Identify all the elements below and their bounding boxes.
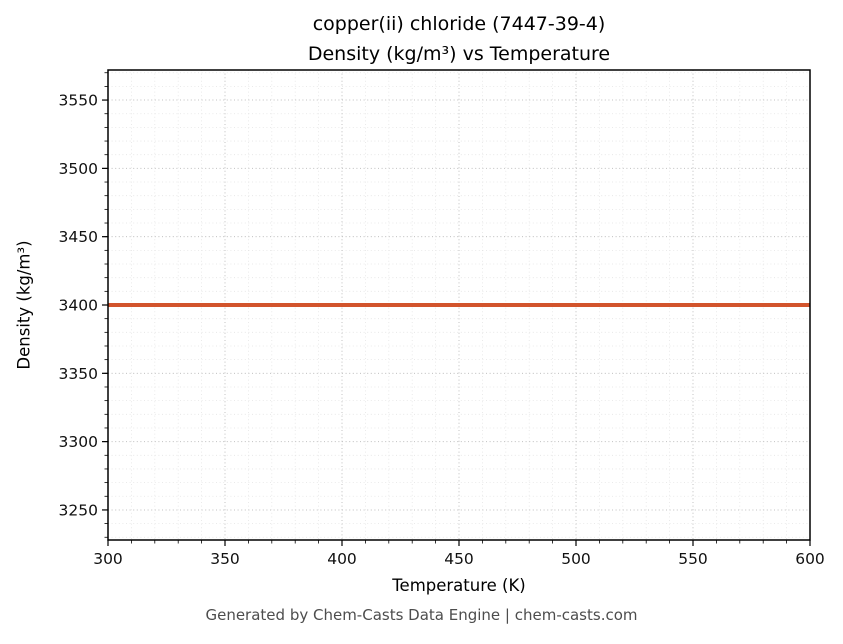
svg-text:3450: 3450	[59, 228, 98, 246]
chart-title: copper(ii) chloride (7447-39-4) Density …	[108, 9, 810, 69]
x-axis-label: Temperature (K)	[392, 576, 526, 595]
chart-title-line2: Density (kg/m³) vs Temperature	[307, 43, 611, 65]
svg-text:3250: 3250	[59, 501, 98, 519]
svg-text:550: 550	[678, 550, 708, 568]
svg-text:600: 600	[795, 550, 825, 568]
svg-text:300: 300	[93, 550, 123, 568]
svg-text:400: 400	[327, 550, 357, 568]
chart-title-line1: copper(ii) chloride (7447-39-4)	[312, 13, 606, 35]
svg-text:3350: 3350	[59, 365, 98, 383]
svg-text:500: 500	[561, 550, 591, 568]
svg-text:450: 450	[444, 550, 474, 568]
svg-text:3500: 3500	[59, 160, 98, 178]
y-axis-label: Density (kg/m³)	[14, 240, 34, 370]
svg-text:3300: 3300	[59, 433, 98, 451]
svg-text:3550: 3550	[59, 92, 98, 110]
svg-text:350: 350	[210, 550, 240, 568]
footer-caption: Generated by Chem-Casts Data Engine | ch…	[205, 606, 638, 624]
svg-text:3400: 3400	[59, 297, 98, 315]
